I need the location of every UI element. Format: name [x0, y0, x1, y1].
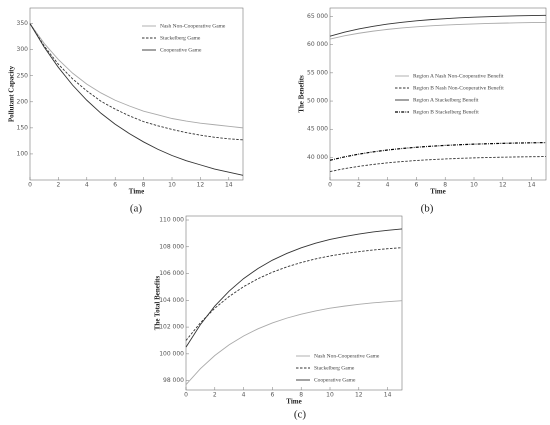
x-tick-label: 2: [357, 182, 361, 189]
legend-label: Cooperative Game: [314, 377, 356, 383]
x-axis-title: Time: [430, 188, 445, 196]
x-tick-label: 6: [113, 182, 117, 189]
x-tick-label: 10: [470, 182, 478, 189]
y-tick-label: 65 000: [307, 13, 328, 20]
y-tick-label: 55 000: [307, 69, 328, 76]
legend-label: Cooperative Game: [160, 47, 202, 53]
y-tick-label: 150: [17, 124, 29, 131]
x-tick-label: 4: [242, 392, 246, 399]
panel-label: (b): [421, 203, 434, 215]
y-tick-label: 98 000: [163, 377, 184, 384]
y-tick-label: 100: [17, 150, 29, 157]
series-line: [329, 14, 547, 37]
x-tick-label: 8: [299, 392, 303, 399]
panel-label: (a): [130, 203, 143, 215]
y-tick-label: 250: [17, 72, 29, 79]
series-line: [29, 23, 244, 129]
series-line: [329, 141, 547, 161]
panel-label: (c): [294, 409, 307, 421]
y-axis-title: The Benefits: [298, 75, 306, 113]
x-tick-label: 8: [443, 182, 447, 189]
plot-frame: [329, 7, 547, 181]
y-tick-label: 102 000: [159, 324, 184, 331]
y-tick-label: 300: [17, 46, 29, 53]
series-line: [329, 21, 547, 40]
y-tick-label: 45 000: [307, 126, 328, 133]
x-tick-label: 8: [142, 182, 146, 189]
series-line: [329, 156, 547, 172]
legend-label: Stackelberg Game: [314, 365, 355, 371]
legend-label: Stackelberg Game: [160, 35, 201, 41]
x-tick-label: 12: [355, 392, 363, 399]
x-axis-title: Time: [286, 398, 301, 406]
series-line: [185, 228, 403, 348]
x-tick-label: 10: [326, 392, 334, 399]
y-tick-label: 106 000: [159, 270, 184, 277]
legend-label: Region A Stackelberg Benefit: [413, 96, 479, 103]
x-axis-title: Time: [129, 188, 144, 196]
x-tick-label: 2: [56, 182, 60, 189]
series-line: [29, 23, 244, 141]
x-tick-label: 10: [168, 182, 176, 189]
x-tick-label: 4: [85, 182, 89, 189]
y-tick-label: 50 000: [307, 98, 328, 105]
x-tick-label: 0: [184, 392, 188, 399]
y-tick-label: 108 000: [159, 243, 184, 250]
plot-frame: [185, 215, 403, 391]
x-tick-label: 12: [197, 182, 205, 189]
x-tick-label: 12: [499, 182, 507, 189]
y-tick-label: 60 000: [307, 41, 328, 48]
legend-label: Region B Nash Non-Cooperative Benefit: [413, 84, 504, 91]
y-tick-label: 350: [17, 20, 29, 27]
y-tick-label: 200: [17, 98, 29, 105]
y-axis-title: The Total Benefits: [154, 275, 162, 330]
x-tick-label: 0: [28, 182, 32, 189]
y-tick-label: 100 000: [159, 350, 184, 357]
y-axis-title: Pollutant Capacity: [8, 65, 16, 122]
legend-label: Region B Stackelberg Benefit: [413, 108, 479, 115]
y-tick-label: 110 000: [159, 217, 184, 224]
x-tick-label: 14: [384, 392, 392, 399]
plot-frame: [29, 7, 244, 181]
legend-label: Region A Nash Non-Cooperative Benefit: [413, 72, 504, 79]
series-line: [29, 23, 244, 176]
x-tick-label: 2: [213, 392, 217, 399]
legend-label: Nash Non-Cooperative Game: [160, 23, 226, 29]
x-tick-label: 14: [225, 182, 233, 189]
x-tick-label: 6: [414, 182, 418, 189]
x-tick-label: 14: [528, 182, 536, 189]
x-tick-label: 6: [270, 392, 274, 399]
series-line: [185, 300, 403, 385]
series-line: [185, 247, 403, 341]
y-tick-label: 104 000: [159, 297, 184, 304]
y-tick-label: 40 000: [307, 154, 328, 161]
x-tick-label: 4: [386, 182, 390, 189]
legend-label: Nash Non-Cooperative Game: [314, 353, 380, 359]
x-tick-label: 0: [328, 182, 332, 189]
